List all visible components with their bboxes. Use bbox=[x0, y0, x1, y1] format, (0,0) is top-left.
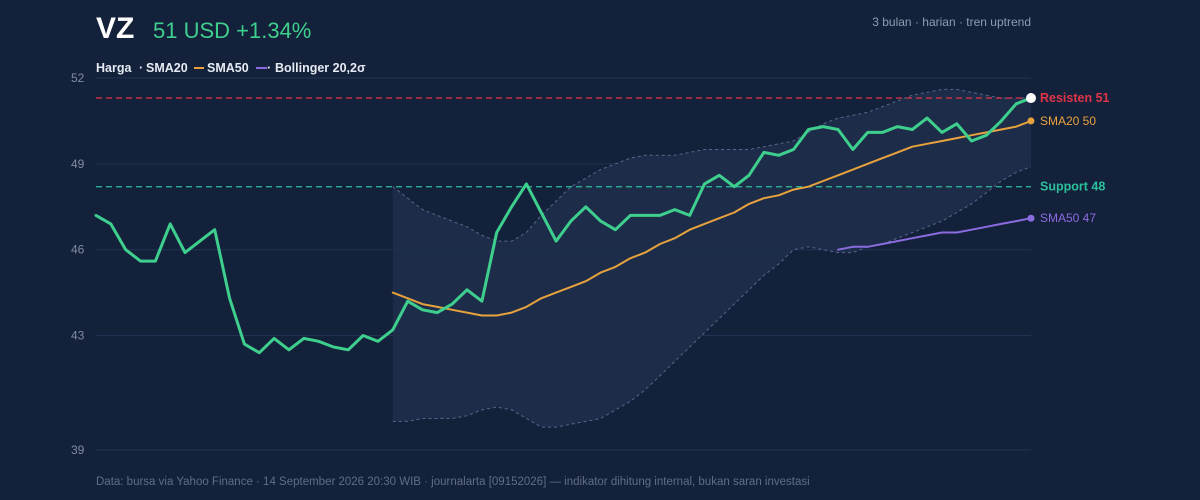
bollinger-upper bbox=[392, 88, 1031, 242]
legend-sma20-label: SMA20 bbox=[146, 61, 188, 75]
resisten-label: Resisten 51 bbox=[1040, 91, 1110, 105]
y-tick-label: 49 bbox=[71, 157, 85, 171]
sma50-last-point bbox=[1027, 214, 1035, 222]
y-tick-label: 43 bbox=[71, 329, 85, 343]
support-label: Support 48 bbox=[1040, 180, 1105, 194]
period-label: 3 bulan · harian · tren uptrend bbox=[872, 15, 1031, 29]
legend-bollinger-label: Bollinger 20,2σ bbox=[275, 61, 366, 75]
sma50-line bbox=[837, 217, 1032, 251]
bollinger-fill bbox=[392, 89, 1031, 428]
legend-sma50-label: SMA50 bbox=[207, 61, 249, 75]
legend-price-label: Harga bbox=[96, 61, 132, 75]
y-tick-label: 46 bbox=[71, 243, 85, 257]
price-last-point bbox=[1026, 93, 1036, 104]
harga-line bbox=[94, 96, 1033, 355]
sma20-last-point bbox=[1027, 117, 1035, 125]
series-lines bbox=[94, 96, 1033, 355]
legend-bollinger-dot: · bbox=[267, 61, 271, 75]
source-note: Data: bursa via Yahoo Finance · 14 Septe… bbox=[96, 476, 810, 488]
y-tick-label: 39 bbox=[71, 443, 85, 457]
sma20-end-label: SMA20 50 bbox=[1040, 114, 1096, 128]
price-change: 51 USD +1.34% bbox=[153, 18, 311, 43]
y-tick-label: 52 bbox=[71, 71, 85, 85]
legend-separator: · bbox=[139, 61, 143, 75]
legend: Harga · SMA20 SMA50 · Bollinger 20,2σ bbox=[96, 61, 366, 75]
bollinger-band bbox=[392, 88, 1032, 428]
support-resistance-levels: Resisten 51 Support 48 bbox=[96, 91, 1110, 194]
sma20-line bbox=[391, 119, 1032, 317]
series-end-markers: SMA20 50 SMA50 47 bbox=[1026, 93, 1096, 225]
bollinger-lower bbox=[392, 166, 1032, 428]
sma50-end-label: SMA50 47 bbox=[1040, 211, 1096, 225]
ticker-symbol: VZ bbox=[96, 12, 134, 45]
